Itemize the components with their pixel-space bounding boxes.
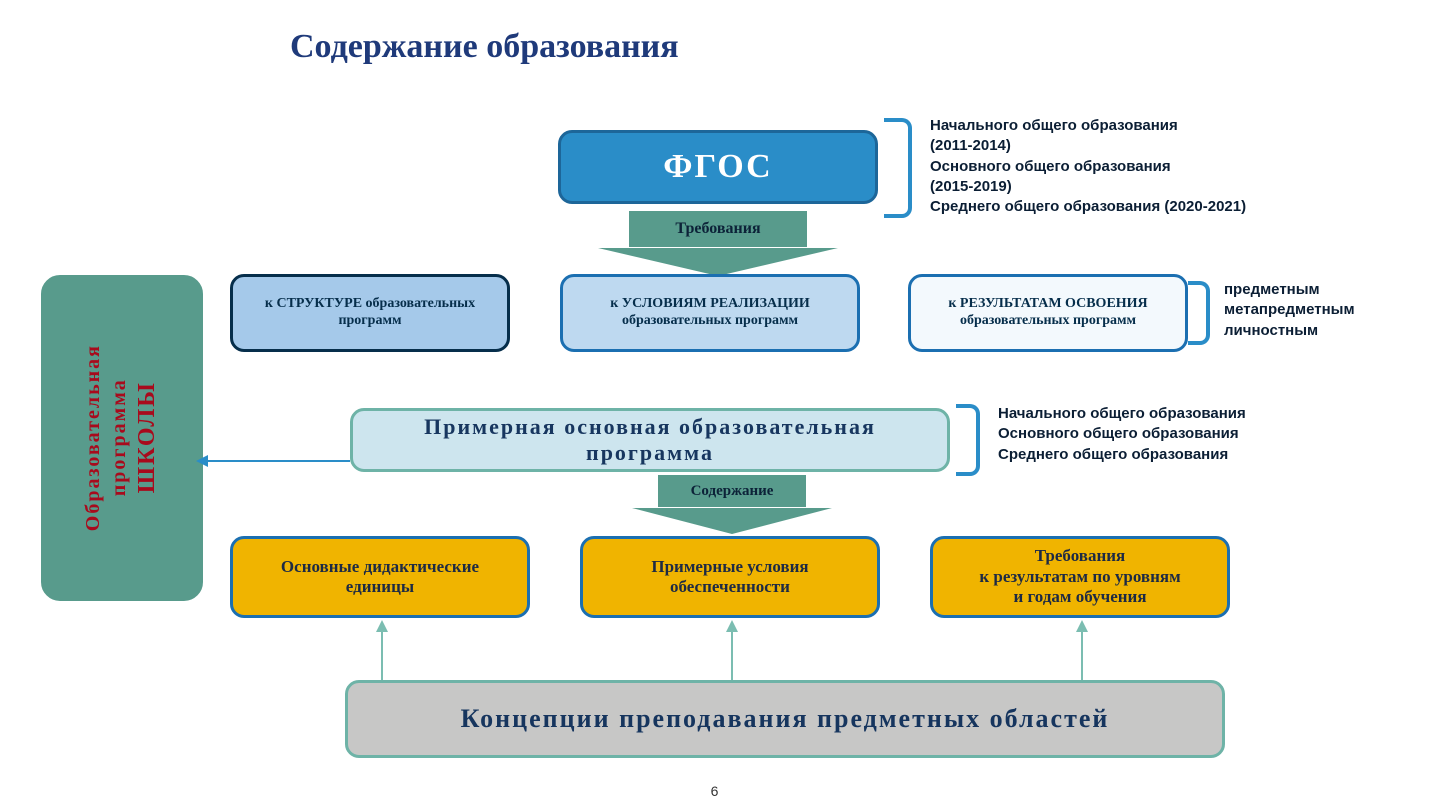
arrow-content: Содержание bbox=[632, 474, 832, 532]
results-annotation: предметным метапредметным личностным bbox=[1224, 280, 1414, 341]
program-annotation: Начального общего образования Основного … bbox=[998, 404, 1318, 465]
yellow-requirements-box: Требованияк результатам по уровнями года… bbox=[930, 536, 1230, 618]
example-program-box: Примерная основная образовательнаяпрогра… bbox=[350, 408, 950, 472]
left-school-program-box: Образовательная программа ШКОЛЫ bbox=[38, 272, 206, 604]
concepts-box: Концепции преподавания предметных област… bbox=[345, 680, 1225, 758]
page-number: 6 bbox=[711, 783, 719, 799]
arrow1-label: Требования bbox=[628, 210, 808, 248]
arrow-requirements: Требования bbox=[598, 210, 838, 274]
arrow2-head bbox=[632, 508, 832, 534]
left-line-3: ШКОЛЫ bbox=[134, 382, 160, 494]
page-title: Содержание образования bbox=[290, 28, 679, 66]
fgos-annotation: Начального общего образования (2011-2014… bbox=[930, 116, 1300, 217]
req-structure-box: к СТРУКТУРЕ образовательныхпрограмм bbox=[230, 274, 510, 352]
yellow-didactic-box: Основные дидактическиеединицы bbox=[230, 536, 530, 618]
up-arrow-1 bbox=[376, 620, 388, 632]
req-results-box: к РЕЗУЛЬТАТАМ ОСВОЕНИЯобразовательных пр… bbox=[908, 274, 1188, 352]
arrow-to-school-program bbox=[206, 460, 350, 462]
arrow1-head bbox=[598, 248, 838, 276]
req-conditions-box: к УСЛОВИЯМ РЕАЛИЗАЦИИобразовательных про… bbox=[560, 274, 860, 352]
left-line-2: программа bbox=[108, 379, 130, 497]
up-arrow-2 bbox=[726, 620, 738, 632]
bracket-results bbox=[1188, 281, 1210, 345]
bracket-fgos bbox=[884, 118, 912, 218]
bracket-program bbox=[956, 404, 980, 476]
fgos-box: ФГОС bbox=[558, 130, 878, 204]
up-arrow-3 bbox=[1076, 620, 1088, 632]
left-line-1: Образовательная bbox=[82, 344, 104, 531]
yellow-conditions-box: Примерные условияобеспеченности bbox=[580, 536, 880, 618]
arrow2-label: Содержание bbox=[657, 474, 807, 508]
